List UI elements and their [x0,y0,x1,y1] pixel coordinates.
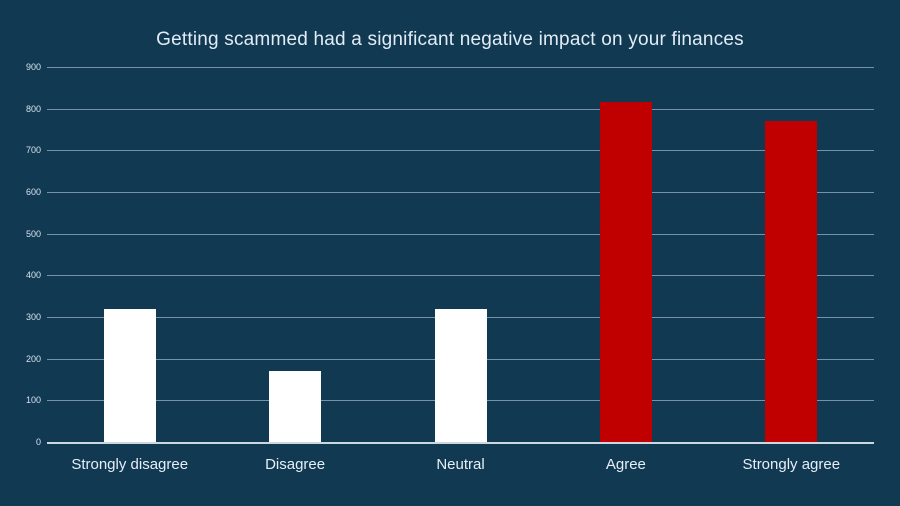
bar-disagree [269,371,322,442]
gridline [47,67,874,68]
x-axis-category-label: Strongly agree [742,456,841,473]
plot-area: 900 800 700 600 500 400 300 200 100 0 Strongly dis… [26,63,874,473]
gridline [47,192,874,193]
bar-agree [599,102,652,442]
y-axis-tick-label: 0 [35,437,41,447]
y-axis-tick-label: 100 [25,395,41,406]
y-axis-tick-label: 600 [25,187,41,197]
x-axis-category-label: Strongly disagree [71,456,189,473]
gridline [47,108,874,110]
gridline [47,275,874,277]
y-axis-tick-label: 900 [25,62,41,72]
x-axis-category-label: Neutral [436,456,485,473]
gridline [47,233,874,235]
y-axis-tick-label: 300 [25,312,41,322]
chart-title: Getting scammed had a significant negati… [156,29,744,50]
x-axis-category-label: Disagree [265,456,326,473]
bar-neutral [434,308,487,442]
bar-strongly-disagree [103,308,156,442]
y-axis-tick-label: 400 [25,270,41,281]
gridline [47,150,874,152]
y-axis-tick-label: 700 [25,145,41,156]
y-axis-tick-label: 200 [25,353,41,364]
x-axis-line [47,442,874,444]
bar-strongly-agree [765,121,818,442]
y-axis-tick-label: 800 [25,103,41,114]
x-axis-category-label: Agree [605,456,646,473]
y-axis-tick-label: 500 [25,228,41,239]
